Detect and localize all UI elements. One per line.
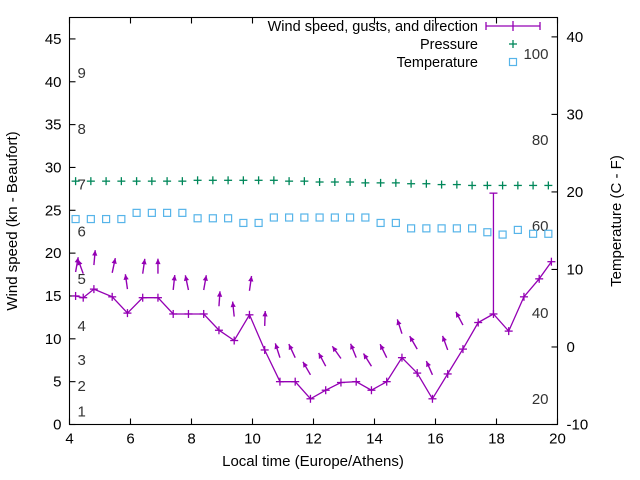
svg-text:5: 5 — [53, 374, 61, 391]
svg-text:10: 10 — [244, 431, 261, 448]
svg-text:-10: -10 — [567, 417, 589, 434]
gust-series — [489, 192, 498, 314]
svg-text:5: 5 — [78, 271, 86, 288]
wind-direction-arrows — [74, 250, 464, 376]
svg-text:20: 20 — [45, 245, 62, 262]
svg-text:8: 8 — [78, 121, 86, 138]
x-axis-ticks: 4 6 8 10 12 14 16 18 20 — [65, 17, 566, 448]
legend-label: Wind speed, gusts, and direction — [268, 19, 478, 35]
beaufort-scale-labels: 1 2 3 4 5 6 7 8 9 — [78, 65, 86, 420]
svg-text:9: 9 — [78, 65, 86, 82]
wind-speed-series — [71, 257, 556, 403]
svg-text:40: 40 — [567, 29, 584, 46]
svg-text:10: 10 — [567, 261, 584, 278]
pressure-series — [71, 176, 553, 190]
svg-text:7: 7 — [78, 177, 86, 194]
svg-text:15: 15 — [45, 288, 62, 305]
svg-text:2: 2 — [78, 378, 86, 395]
fahrenheit-scale-labels: 20 40 60 80 100 — [523, 46, 548, 408]
svg-text:25: 25 — [45, 202, 62, 219]
y-axis-label: Wind speed (kn - Beaufort) — [4, 131, 21, 310]
svg-text:4: 4 — [65, 431, 73, 448]
svg-text:6: 6 — [126, 431, 134, 448]
svg-text:20: 20 — [532, 391, 549, 408]
svg-text:6: 6 — [78, 224, 86, 241]
svg-text:14: 14 — [366, 431, 383, 448]
svg-text:12: 12 — [305, 431, 322, 448]
svg-text:1: 1 — [78, 404, 86, 421]
legend-label: Temperature — [397, 55, 478, 71]
chart-legend: Wind speed, gusts, and direction Pressure… — [268, 19, 541, 71]
svg-text:45: 45 — [45, 31, 62, 48]
temperature-series — [71, 208, 553, 239]
svg-text:30: 30 — [45, 159, 62, 176]
legend-label: Pressure — [420, 37, 478, 53]
svg-text:35: 35 — [45, 117, 62, 134]
y2-axis-label: Temperature (C - F) — [608, 155, 625, 287]
svg-text:100: 100 — [523, 46, 548, 63]
svg-text:8: 8 — [187, 431, 195, 448]
svg-text:3: 3 — [78, 352, 86, 369]
svg-text:20: 20 — [567, 184, 584, 201]
svg-text:20: 20 — [549, 431, 566, 448]
svg-text:40: 40 — [532, 305, 549, 322]
svg-text:16: 16 — [427, 431, 444, 448]
svg-text:0: 0 — [567, 339, 575, 356]
svg-text:18: 18 — [488, 431, 505, 448]
svg-text:60: 60 — [532, 218, 549, 235]
svg-text:30: 30 — [567, 106, 584, 123]
plot-frame — [68, 16, 559, 426]
svg-text:10: 10 — [45, 331, 62, 348]
svg-text:0: 0 — [53, 417, 61, 434]
svg-text:80: 80 — [532, 132, 549, 149]
svg-text:4: 4 — [78, 318, 86, 335]
y-axis-ticks: 0 5 10 15 20 25 30 35 40 45 — [45, 31, 76, 434]
y2-axis-ticks: -10 0 10 20 30 40 — [551, 29, 589, 434]
svg-text:40: 40 — [45, 74, 62, 91]
x-axis-label: Local time (Europe/Athens) — [222, 453, 404, 470]
